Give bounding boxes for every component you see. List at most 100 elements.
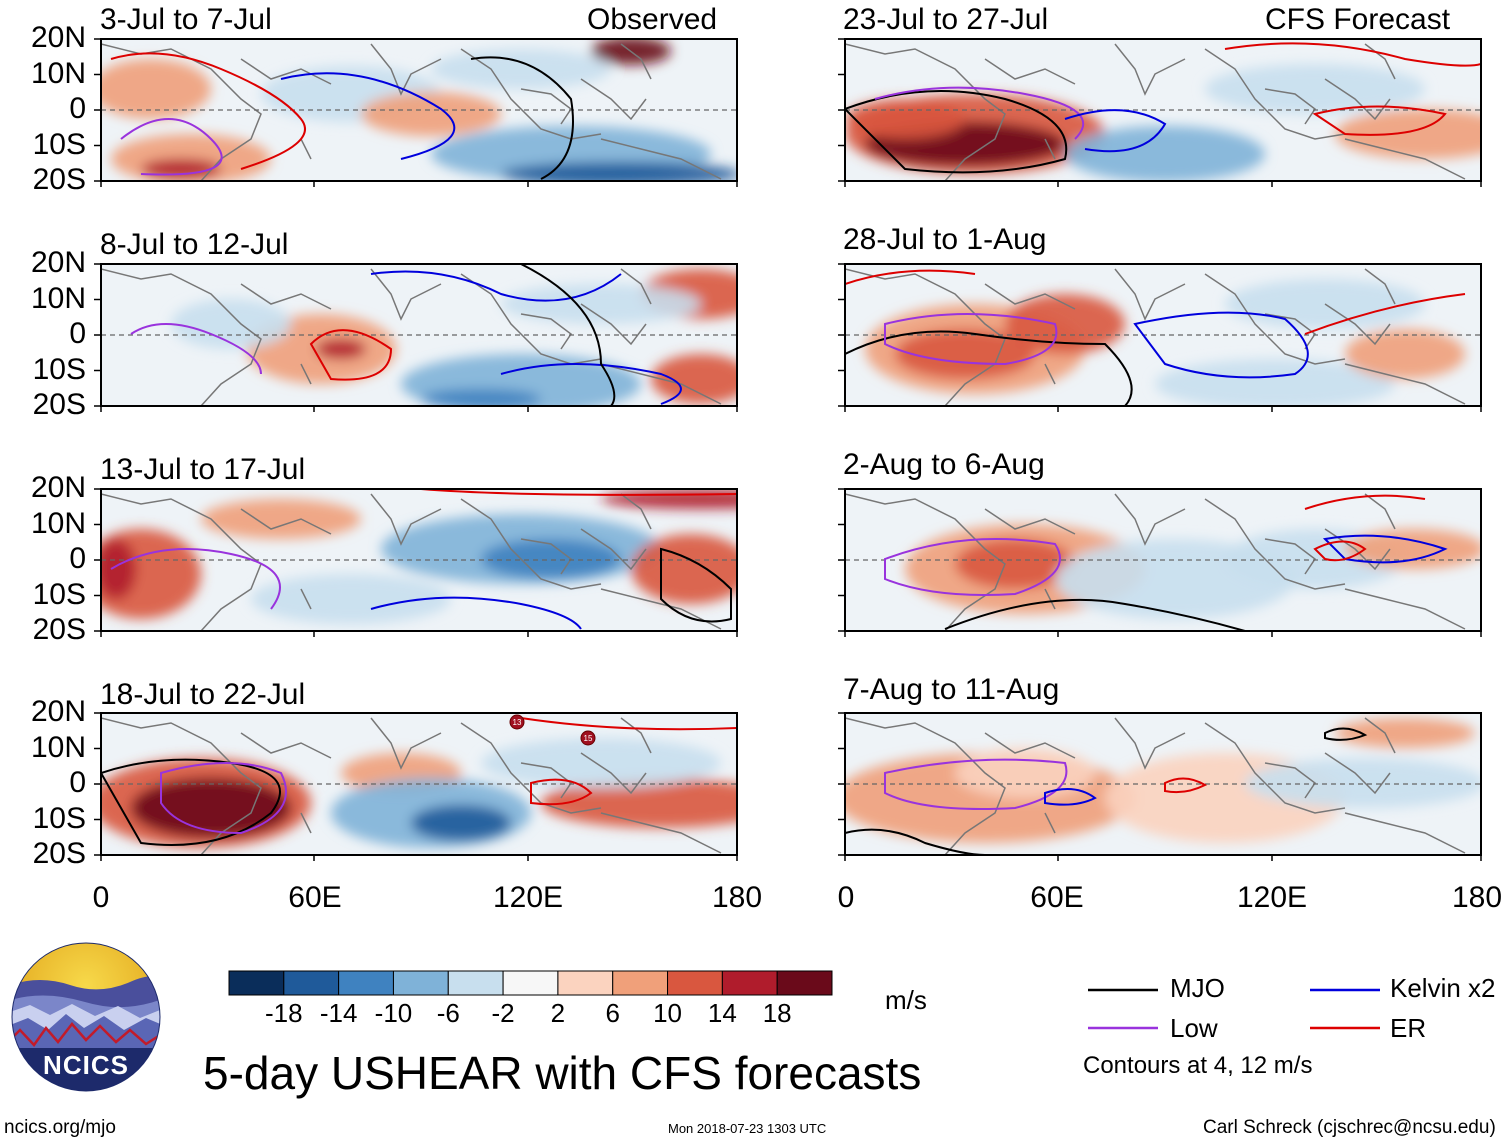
lat-label-row3-20n: 20N	[30, 471, 86, 504]
lat-label-row1-10s: 10S	[32, 127, 86, 161]
lat-label-row1-0: 0	[69, 92, 86, 125]
storm-marker-label: 15	[584, 734, 593, 743]
logo-text: NCICS	[43, 1050, 129, 1080]
lat-label-row4-0: 0	[69, 766, 86, 799]
lon-label-0-left: 0	[92, 881, 110, 914]
colorbar-swatch-9	[721, 970, 778, 996]
colorbar-swatch-6	[557, 970, 614, 996]
forecast-label: CFS Forecast	[1265, 3, 1451, 36]
storm-marker-13: 13	[509, 714, 525, 730]
panel-title-8: 7-Aug to 11-Aug	[843, 673, 1060, 706]
panel-title-7: 2-Aug to 6-Aug	[843, 448, 1045, 481]
coastlines	[101, 493, 722, 631]
map-panel-2	[94, 263, 738, 412]
colorbar-tick-8: 14	[707, 998, 737, 1028]
legend-mjo-label: MJO	[1170, 973, 1225, 1003]
colorbar-tick-2: -10	[374, 998, 413, 1028]
colorbar-swatch-5	[502, 970, 559, 996]
wave-contours	[110, 52, 574, 180]
wave-contours	[845, 727, 1368, 855]
lon-label-60e-left: 60E	[288, 881, 342, 914]
coastlines	[845, 268, 1466, 406]
panel-title-1: 3-Jul to 7-Jul	[100, 3, 272, 36]
storm-marker-label: 13	[513, 718, 522, 727]
lon-label-120e-right: 120E	[1236, 881, 1308, 914]
wave-contours	[884, 494, 1448, 631]
colorbar-swatch-0	[228, 970, 285, 996]
lon-label-180-left: 180	[711, 881, 763, 914]
shear-field	[845, 64, 1481, 181]
wave-contours	[845, 269, 1466, 406]
map-panel-7	[838, 488, 1482, 637]
lat-label-row2-20s: 20S	[32, 388, 86, 421]
colorbar-swatch-7	[612, 970, 669, 996]
panel-title-5: 23-Jul to 27-Jul	[843, 3, 1049, 36]
storm-marker-15: 15	[580, 730, 596, 746]
shear-field	[865, 279, 1465, 406]
colorbar-tick-9: 18	[762, 998, 792, 1028]
colorbar-swatch-10	[776, 970, 833, 996]
panel-title-2: 8-Jul to 12-Jul	[100, 228, 289, 261]
observed-label: Observed	[587, 3, 718, 36]
map-panel-4	[94, 712, 738, 861]
shear-field	[171, 269, 737, 406]
footer-credit: Carl Schreck (cjschrec@ncsu.edu)	[1203, 1117, 1496, 1138]
lat-label-row4-20s: 20S	[32, 837, 86, 870]
legend-kelvin-label: Kelvin x2	[1390, 973, 1496, 1003]
colorbar-tick-4: -2	[491, 998, 515, 1028]
colorbar-tick-0: -18	[265, 998, 303, 1028]
colorbar-swatch-4	[447, 970, 504, 996]
lat-label-row2-10s: 10S	[32, 352, 86, 386]
lat-label-row1-10n: 10N	[30, 56, 86, 90]
colorbar	[228, 970, 833, 996]
coastlines	[845, 493, 1466, 631]
lat-label-row3-10s: 10S	[32, 577, 86, 611]
map-panel-3	[94, 488, 738, 637]
coastlines	[101, 717, 722, 855]
footer-timestamp: Mon 2018-07-23 1303 UTC	[668, 1121, 827, 1136]
colorbar-swatch-8	[667, 970, 723, 996]
colorbar-tick-5: 2	[550, 998, 566, 1028]
panel-title-6: 28-Jul to 1-Aug	[843, 223, 1047, 256]
lat-label-row2-20n: 20N	[30, 246, 86, 279]
lat-label-row2-0: 0	[69, 317, 86, 350]
footer-url[interactable]: ncics.org/mjo	[4, 1117, 116, 1138]
coastlines	[845, 717, 1466, 855]
lat-label-row3-0: 0	[69, 542, 86, 575]
coastlines	[845, 43, 1466, 181]
legend-note: Contours at 4, 12 m/s	[1083, 1052, 1313, 1079]
legend	[1088, 988, 1380, 1030]
legend-er-label: ER	[1390, 1013, 1427, 1043]
shear-field	[101, 39, 737, 181]
lat-label-row1-20s: 20S	[32, 163, 86, 196]
wave-contours	[130, 264, 682, 406]
coastlines	[101, 43, 722, 181]
wave-contours	[845, 42, 1481, 174]
lon-label-120e-left: 120E	[492, 881, 564, 914]
lat-label-row4-10s: 10S	[32, 801, 86, 835]
panel-title-4: 18-Jul to 22-Jul	[100, 678, 306, 711]
colorbar-swatch-2	[338, 970, 394, 996]
lon-label-60e-right: 60E	[1030, 881, 1084, 914]
shear-field	[101, 738, 737, 848]
colorbar-swatch-1	[283, 970, 340, 996]
colorbar-tick-3: -6	[436, 998, 460, 1028]
colorbar-unit: m/s	[885, 985, 927, 1015]
lat-label-row4-10n: 10N	[30, 730, 86, 764]
figure-title: 5-day USHEAR with CFS forecasts	[203, 1047, 922, 1099]
map-panel-6	[838, 263, 1482, 412]
colorbar-tick-7: 10	[653, 998, 682, 1028]
map-panel-5	[838, 38, 1482, 187]
map-panel-1	[94, 38, 738, 187]
lon-label-180-right: 180	[1451, 881, 1503, 914]
colorbar-tick-1: -14	[319, 998, 358, 1028]
colorbar-tick-6: 6	[605, 998, 620, 1028]
wave-contours	[110, 489, 737, 630]
map-panel-8	[838, 712, 1482, 861]
wave-contours	[101, 717, 737, 846]
colorbar-swatch-3	[392, 970, 449, 996]
lat-label-row2-10n: 10N	[30, 281, 86, 315]
ncics-logo	[11, 942, 161, 1092]
lat-label-row1-20n: 20N	[30, 21, 86, 54]
